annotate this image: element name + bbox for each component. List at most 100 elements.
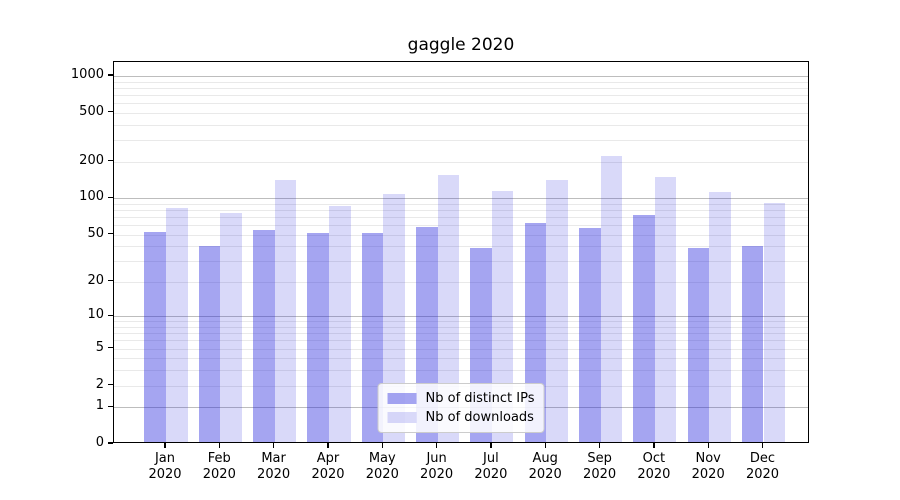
x-tick-label-apr: Apr 2020 <box>300 451 356 483</box>
gridline-minor-500 <box>114 112 808 114</box>
y-tick-mark-200 <box>108 159 113 162</box>
x-tick-mark-mar <box>273 443 275 448</box>
gridline-minor-7 <box>114 333 808 335</box>
y-tick-label-200: 200 <box>79 152 104 168</box>
x-tick-year-may: 2020 <box>365 467 399 482</box>
x-tick-mark-sep <box>599 443 601 448</box>
x-tick-mark-feb <box>218 443 220 448</box>
x-tick-month-jan: Jan <box>154 451 176 466</box>
x-tick-mark-oct <box>653 443 655 448</box>
x-tick-year-mar: 2020 <box>257 467 291 482</box>
gridline-minor-8 <box>114 327 808 328</box>
bar-downloads-aug <box>546 180 568 442</box>
x-tick-year-jan: 2020 <box>148 467 182 482</box>
x-tick-label-may: May 2020 <box>354 451 410 483</box>
gridline-major-100 <box>114 198 808 200</box>
bar-downloads-may <box>383 193 405 442</box>
gridline-minor-20 <box>114 281 808 283</box>
bar-distinct-ips-jan <box>144 231 166 442</box>
x-tick-month-aug: Aug <box>532 451 558 466</box>
x-tick-mark-aug <box>544 443 546 448</box>
y-tick-mark-1000 <box>108 74 113 76</box>
x-tick-month-oct: Oct <box>642 451 666 466</box>
y-tick-label-1: 1 <box>95 398 104 414</box>
x-tick-month-nov: Nov <box>695 451 721 466</box>
gridline-minor-70 <box>114 216 808 218</box>
x-tick-month-mar: Mar <box>261 451 286 466</box>
gridline-minor-200 <box>114 161 808 163</box>
y-tick-mark-20 <box>108 280 113 282</box>
y-tick-mark-100 <box>108 196 113 198</box>
legend-swatch-downloads <box>387 412 417 423</box>
legend-item-distinct-ips: Nb of distinct IPs <box>387 389 534 408</box>
x-tick-label-dec: Dec 2020 <box>735 451 791 483</box>
bar-downloads-oct <box>654 177 677 442</box>
legend-swatch-distinct-ips <box>387 393 417 404</box>
legend-label-downloads: Nb of downloads <box>425 410 534 425</box>
y-tick-mark-10 <box>108 314 113 316</box>
y-tick-mark-0 <box>108 442 113 444</box>
bar-distinct-ips-apr <box>307 232 329 442</box>
gridline-minor-60 <box>114 225 808 226</box>
bar-downloads-nov <box>709 192 731 442</box>
x-tick-label-jun: Jun 2020 <box>409 451 465 483</box>
y-tick-label-50: 50 <box>87 225 104 241</box>
x-tick-label-sep: Sep 2020 <box>572 451 628 483</box>
bar-distinct-ips-feb <box>198 245 221 442</box>
bar-downloads-mar <box>274 180 297 442</box>
x-tick-year-jun: 2020 <box>420 467 454 482</box>
bar-downloads-apr <box>329 206 351 442</box>
x-tick-mark-may <box>381 443 383 448</box>
x-tick-label-oct: Oct 2020 <box>626 451 682 483</box>
y-tick-label-0: 0 <box>95 435 104 450</box>
bar-distinct-ips-mar <box>253 229 275 442</box>
bar-distinct-ips-sep <box>579 227 601 442</box>
y-tick-mark-1 <box>108 405 113 407</box>
x-tick-month-sep: Sep <box>587 451 612 466</box>
y-tick-label-500: 500 <box>79 103 104 119</box>
bar-downloads-sep <box>600 156 623 442</box>
bar-downloads-jun <box>437 174 460 442</box>
gridline-minor-50 <box>114 234 808 236</box>
bar-downloads-jan <box>166 207 188 442</box>
x-tick-label-nov: Nov 2020 <box>680 451 736 483</box>
y-tick-label-100: 100 <box>79 189 104 205</box>
x-tick-mark-dec <box>761 443 764 448</box>
gridline-minor-3 <box>114 370 808 372</box>
gridline-major-1000 <box>114 76 808 77</box>
legend: Nb of distinct IPs Nb of downloads <box>377 383 545 433</box>
x-tick-year-aug: 2020 <box>528 467 562 482</box>
x-tick-label-mar: Mar 2020 <box>246 451 302 483</box>
y-tick-mark-5 <box>108 347 113 349</box>
x-tick-year-feb: 2020 <box>202 467 236 482</box>
bar-distinct-ips-dec <box>741 245 764 442</box>
x-tick-mark-jul <box>490 443 492 448</box>
gridline-minor-80 <box>114 209 808 211</box>
x-tick-label-aug: Aug 2020 <box>517 451 573 483</box>
x-tick-mark-apr <box>327 443 329 448</box>
y-tick-label-20: 20 <box>87 272 104 288</box>
x-tick-year-apr: 2020 <box>311 467 345 482</box>
x-tick-month-dec: Dec <box>749 451 776 466</box>
gridline-minor-400 <box>114 124 808 126</box>
gridline-minor-6 <box>114 340 808 342</box>
x-tick-mark-nov <box>707 443 709 448</box>
y-tick-label-5: 5 <box>95 339 104 355</box>
gridline-minor-600 <box>114 103 808 105</box>
x-tick-year-nov: 2020 <box>691 467 725 482</box>
gridline-minor-700 <box>114 94 808 96</box>
bar-downloads-jul <box>491 191 514 442</box>
bar-distinct-ips-nov <box>687 248 710 442</box>
x-tick-year-oct: 2020 <box>637 467 671 482</box>
x-tick-year-sep: 2020 <box>583 467 617 482</box>
gridline-minor-30 <box>114 261 808 263</box>
y-tick-mark-2 <box>108 383 113 386</box>
y-tick-mark-500 <box>108 111 113 113</box>
x-tick-label-feb: Feb 2020 <box>191 451 247 483</box>
x-tick-year-jul: 2020 <box>474 467 508 482</box>
gridline-minor-800 <box>114 87 808 89</box>
gridline-minor-9 <box>114 321 808 323</box>
x-tick-month-feb: Feb <box>207 451 231 466</box>
bar-distinct-ips-oct <box>633 214 655 442</box>
